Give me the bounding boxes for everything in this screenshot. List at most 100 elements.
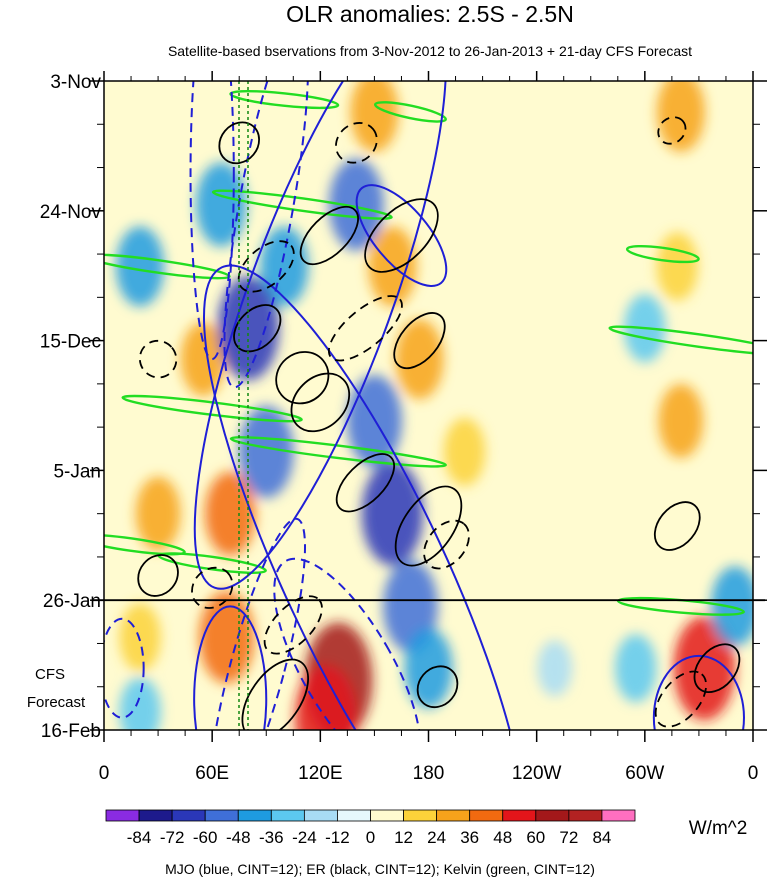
colorbar-label-13: 72 [559,828,578,847]
anomaly-blob-8 [395,319,444,400]
colorbar-swatch-12 [502,809,537,822]
colorbar-label-0: -84 [127,828,152,847]
chart-title: OLR anomalies: 2.5S - 2.5N [286,1,574,27]
olr-anomaly-field [115,81,753,730]
contour-legend-footer: MJO (blue, CINT=12); ER (black, CINT=12)… [165,861,595,877]
colorbar-swatch-2 [171,809,206,822]
mjo-contour-6 [189,81,235,361]
anomaly-blob-3 [199,591,255,684]
kelvin-contour-8 [104,533,186,556]
mjo-contour-1 [203,264,528,730]
colorbar-swatch-1 [138,809,173,822]
er-contour-1 [394,485,463,567]
er-contour-21 [657,116,687,145]
colorbar-label-3: -48 [226,828,251,847]
anomaly-blobs [115,81,753,730]
er-contour-14 [237,240,295,293]
colorbar-swatch-4 [237,809,272,822]
er-contour-4 [290,372,351,433]
er-contour-15 [327,295,403,362]
anomaly-blob-29 [537,640,573,697]
mjo-contour-5 [223,81,310,389]
colorbar-label-7: 0 [366,828,375,847]
er-contour-13 [335,453,395,513]
mjo-contour-2 [355,184,448,287]
er-contour-19 [423,519,470,570]
colorbar-swatch-6 [303,809,338,822]
forecast-label-line1: CFS [35,666,65,683]
colorbar-label-8: 12 [394,828,413,847]
x-tick-label-0: 0 [99,763,110,784]
colorbar-units: W/m^2 [689,818,748,839]
anomaly-blob-21 [119,677,161,730]
colorbar-label-10: 36 [460,828,479,847]
colorbar-label-6: -12 [325,828,350,847]
er-contour-11 [653,501,701,551]
colorbar-label-5: -24 [292,828,317,847]
mjo-contour-7 [104,617,145,719]
anomaly-blob-5 [294,665,357,730]
er-contour-2 [364,198,439,273]
x-tick-label-1: 60E [195,763,229,784]
anomaly-blob-1 [180,322,226,397]
mjo-contour-4 [193,605,268,730]
y-axis: 3-Nov 24-Nov 15-Dec 5-Jan 26-Jan 16-Feb [40,72,767,742]
er-contour-0 [275,351,330,405]
y-tick-label-2: 15-Dec [40,332,101,353]
mjo-contour-3 [652,654,745,730]
x-tick-label-5: 60W [625,763,664,784]
anomaly-blob-20 [119,603,161,672]
y-tick-label-5: 16-Feb [41,721,101,742]
colorbar-label-14: 84 [592,828,611,847]
anomaly-blob-12 [404,628,453,709]
anomaly-blob-10 [361,461,424,566]
er-contour-3 [299,205,359,266]
colorbar-label-12: 60 [526,828,545,847]
colorbar-swatch-9 [403,809,438,822]
anomaly-blob-6 [350,81,399,152]
anomaly-blob-17 [443,417,486,486]
wave-contours [104,81,753,730]
colorbar: -84 -72 -60 -48 -36 -24 -12 0 12 24 36 48 60 72 84 [105,809,636,847]
colorbar-swatch-11 [469,809,504,822]
er-contour-17 [335,122,378,164]
colorbar-label-9: 24 [427,828,446,847]
er-contour-18 [138,339,178,379]
colorbar-label-4: -36 [259,828,284,847]
y-tick-label-4: 26-Jan [43,591,101,612]
colorbar-swatch-13 [535,809,570,822]
kelvin-contour-6 [625,244,700,264]
colorbar-swatch-15 [601,809,636,822]
y-tick-label-3: 5-Jan [53,461,101,482]
colorbar-swatch-3 [204,809,239,822]
colorbar-label-1: -72 [160,828,185,847]
plot-area [92,80,765,731]
anomaly-blob-18 [115,226,165,307]
er-contour-20 [654,670,708,728]
x-tick-label-3: 180 [413,763,445,784]
kelvin-contour-3 [211,189,393,220]
chart-subtitle: Satellite-based bservations from 3-Nov-2… [168,43,692,59]
kelvin-contour-10 [229,89,340,110]
anomaly-blob-19 [135,476,181,551]
colorbar-swatch-7 [337,809,371,822]
colorbar-swatch-0 [105,809,140,822]
x-tick-label-2: 120E [298,763,342,784]
colorbar-label-11: 48 [493,828,512,847]
y-tick-label-1: 24-Nov [40,202,102,223]
er-contour-12 [233,304,282,353]
anomaly-blob-28 [710,566,753,647]
anomaly-blob-22 [656,81,705,152]
colorbar-swatch-5 [270,809,305,822]
x-tick-label-6: 0 [748,763,759,784]
colorbar-swatch-10 [436,809,471,822]
x-axis: 0 60E 120E 180 120W 60W 0 [99,71,759,784]
colorbar-label-2: -60 [193,828,218,847]
er-contour-8 [241,658,310,730]
anomaly-blob-25 [673,616,736,721]
kelvin-contour-2 [229,436,447,468]
kelvin-contour-5 [608,325,753,356]
er-contour-7 [137,554,179,597]
er-contour-6 [218,121,260,165]
